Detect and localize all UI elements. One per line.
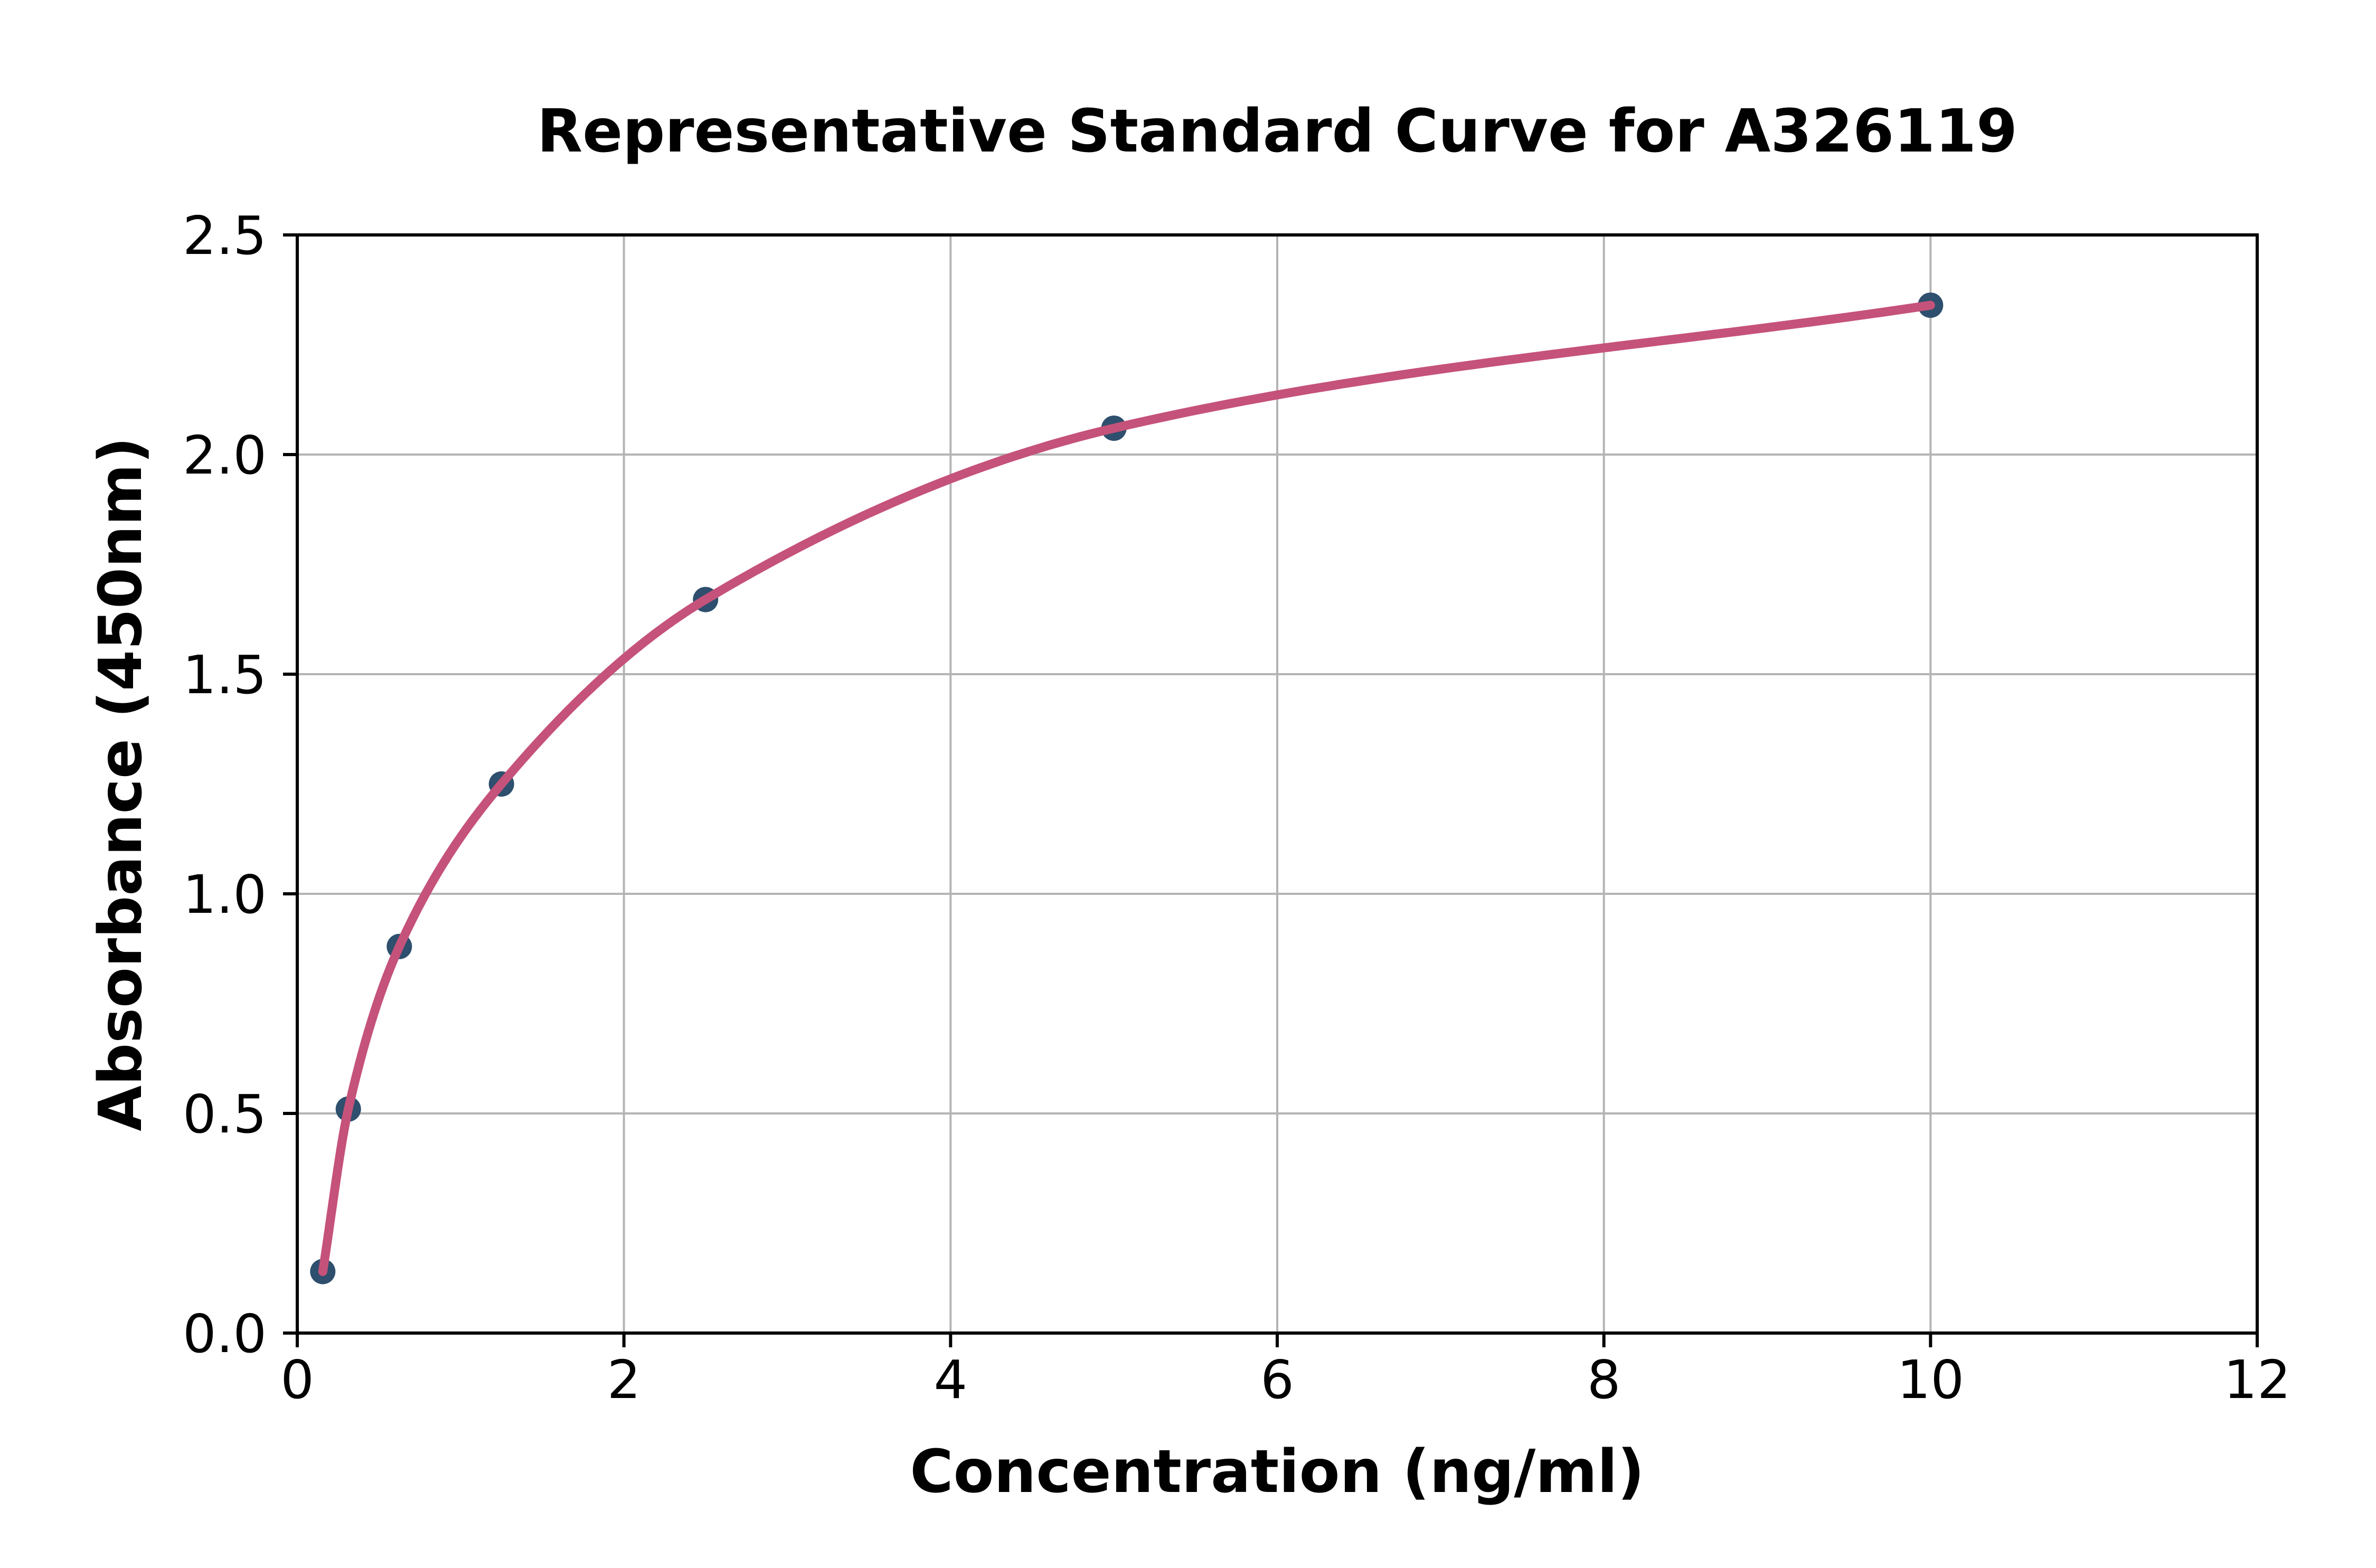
x-axis-label: Concentration (ng/ml) <box>910 1438 1644 1506</box>
axis-ticks <box>283 233 2259 1347</box>
x-tick-label: 4 <box>934 1349 968 1411</box>
standard-curve-line <box>318 300 1935 1276</box>
y-tick-label: 1.0 <box>183 864 267 925</box>
gridlines <box>297 235 2257 1333</box>
fit-curve <box>318 300 1935 1276</box>
x-tick-label: 10 <box>1897 1349 1964 1411</box>
data-points <box>310 292 1944 1284</box>
y-axis-label: Absorbance (450nm) <box>87 437 155 1131</box>
x-tick-label: 2 <box>607 1349 641 1411</box>
y-tick-label: 2.5 <box>183 205 267 267</box>
x-tick-label: 8 <box>1587 1349 1621 1411</box>
x-tick-label: 12 <box>2223 1349 2290 1411</box>
chart-title: Representative Standard Curve for A32611… <box>537 97 2017 166</box>
x-tick-label: 0 <box>280 1349 314 1411</box>
y-tick-label: 1.5 <box>183 644 267 706</box>
plot-frame <box>296 233 2259 1335</box>
y-tick-label: 0.0 <box>183 1303 267 1365</box>
x-tick-label: 6 <box>1260 1349 1294 1411</box>
y-tick-label: 0.5 <box>183 1083 267 1145</box>
tick-labels: 0 2 4 6 8 10 12 0.0 0.5 1.0 1.5 2.0 2.5 <box>183 205 2291 1411</box>
axes-spines <box>296 233 2259 1335</box>
y-tick-label: 2.0 <box>183 424 267 486</box>
